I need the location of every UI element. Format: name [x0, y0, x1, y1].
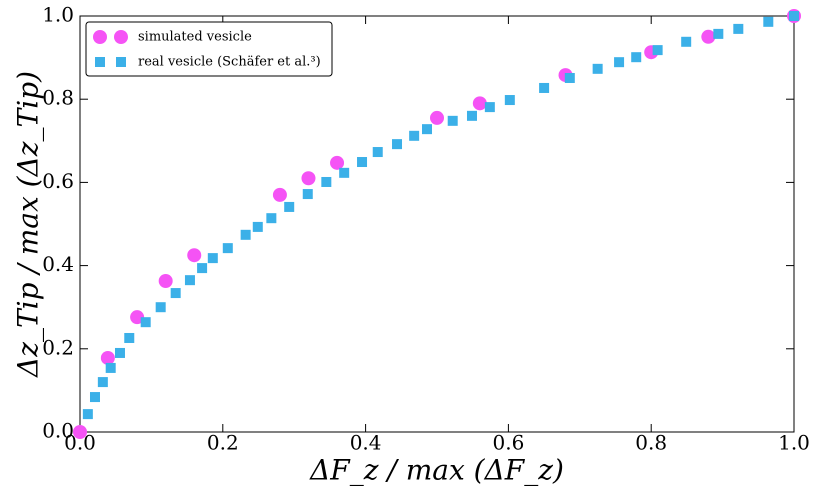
legend-label: real vesicle (Schäfer et al.³) — [138, 55, 321, 70]
square-marker — [95, 57, 105, 67]
square-marker — [284, 201, 295, 212]
square-marker — [763, 16, 774, 27]
y-tick-label: 0.6 — [42, 169, 74, 193]
circle-marker — [430, 110, 444, 125]
legend-box — [85, 21, 333, 77]
x-tick-label: 0.2 — [207, 431, 239, 455]
square-marker — [89, 392, 100, 403]
square-marker — [170, 288, 181, 299]
square-marker — [631, 52, 642, 63]
circle-marker — [301, 171, 316, 186]
square-marker — [116, 57, 126, 67]
y-tick-label: 1.0 — [42, 3, 74, 27]
square-marker — [466, 110, 477, 121]
square-marker — [409, 130, 420, 141]
circle-marker — [472, 96, 487, 111]
square-marker — [105, 362, 116, 373]
x-tick-label: 0.8 — [635, 431, 667, 455]
square-marker — [339, 167, 350, 178]
square-marker — [422, 124, 433, 135]
circle-marker — [100, 350, 115, 365]
square-marker — [789, 11, 799, 21]
square-marker — [539, 82, 550, 93]
square-marker — [504, 95, 515, 106]
circle-marker — [93, 30, 107, 44]
square-marker — [713, 28, 724, 39]
square-marker — [652, 45, 663, 56]
square-marker — [222, 243, 233, 254]
square-marker — [564, 72, 575, 83]
square-marker — [207, 253, 218, 264]
plot-area — [79, 15, 795, 433]
square-marker — [614, 57, 625, 68]
square-marker — [302, 189, 313, 200]
y-tick-label: 0.0 — [42, 419, 74, 443]
circle-marker — [73, 425, 87, 439]
circle-marker — [114, 30, 128, 44]
y-tick-label: 0.4 — [42, 252, 74, 276]
circle-marker — [130, 310, 145, 325]
square-marker — [184, 275, 195, 286]
square-marker — [447, 115, 458, 126]
legend-label: simulated vesicle — [138, 30, 252, 45]
square-marker — [97, 377, 108, 388]
square-marker — [252, 221, 263, 232]
square-marker — [592, 63, 603, 74]
circle-marker — [187, 248, 202, 263]
square-marker — [392, 139, 403, 150]
square-marker — [240, 229, 251, 240]
x-tick-label: 0.6 — [492, 431, 524, 455]
y-axis-label: Δz_Tip / max (Δz_Tip) — [12, 71, 45, 378]
square-marker — [733, 23, 744, 34]
circle-marker — [701, 29, 716, 44]
circle-marker — [158, 273, 173, 288]
square-marker — [197, 263, 208, 274]
square-marker — [124, 332, 135, 343]
square-marker — [372, 147, 383, 158]
x-tick-label: 0.4 — [350, 431, 382, 455]
square-marker — [114, 347, 125, 358]
circle-marker — [272, 187, 287, 202]
square-marker — [681, 36, 692, 47]
square-marker — [140, 317, 151, 328]
square-marker — [357, 157, 368, 168]
circle-marker — [330, 155, 345, 170]
y-tick-label: 0.2 — [42, 335, 74, 359]
square-marker — [484, 102, 495, 113]
square-marker — [155, 302, 166, 313]
x-tick-label: 1.0 — [778, 431, 810, 455]
y-tick-label: 0.8 — [42, 86, 74, 110]
square-marker — [321, 176, 332, 187]
square-marker — [82, 409, 93, 420]
square-marker — [266, 213, 277, 224]
x-axis-label: ΔF_z / max (ΔF_z) — [309, 454, 564, 487]
